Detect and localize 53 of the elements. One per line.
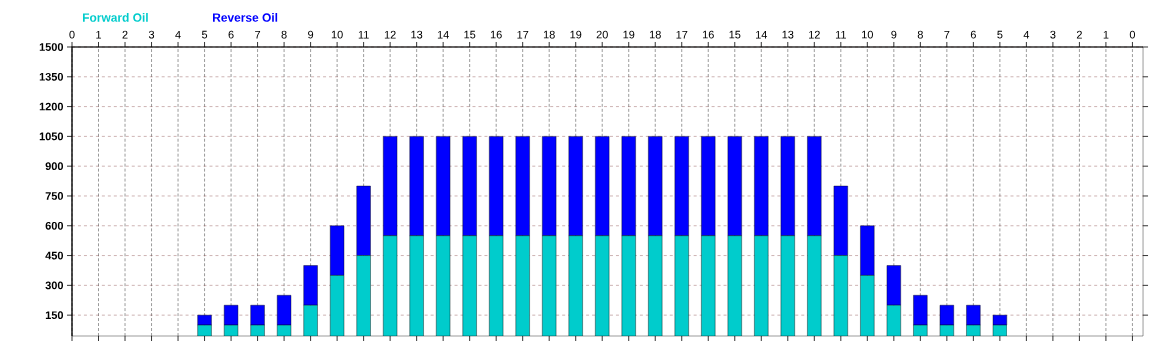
y-tick-label: 1350 [39, 72, 64, 81]
x-tick-label: 6 [970, 30, 976, 39]
x-tick-label: 16 [490, 30, 502, 39]
x-tick-label: 8 [281, 30, 287, 39]
x-tick-label: 20 [596, 30, 608, 39]
x-tick-label: 7 [944, 30, 950, 39]
x-tick-label: 16 [702, 30, 714, 39]
x-tick-label: 2 [1076, 30, 1082, 39]
y-tick-label: 1500 [39, 43, 64, 51]
text: Reverse Oil [213, 13, 278, 22]
x-tick-label: 11 [835, 30, 846, 39]
y-tick-label: 150 [45, 311, 64, 320]
x-tick-label: 10 [331, 30, 343, 39]
x-tick-label: 14 [437, 30, 449, 39]
x-tick-label: 8 [917, 30, 923, 39]
x-tick-label: 19 [570, 30, 582, 39]
x-tick-label: 15 [464, 30, 476, 39]
y-tick-label: 300 [45, 281, 64, 290]
x-tick-label: 9 [308, 30, 314, 39]
x-tick-label: 17 [517, 30, 529, 39]
y-tick-label: 1200 [39, 102, 64, 111]
x-tick-label: 5 [997, 30, 1003, 39]
x-tick-label: 3 [148, 30, 155, 39]
x-tick-label: 9 [891, 30, 897, 39]
x-tick-label: 13 [411, 30, 423, 39]
x-tick-label: 1 [96, 30, 102, 39]
x-tick-label: 12 [384, 30, 396, 39]
x-tick-label: 4 [175, 30, 181, 39]
x-tick-label: 2 [122, 30, 128, 39]
x-tick-label: 13 [782, 30, 794, 39]
text: Forward Oil [83, 13, 148, 22]
y-tick-label: 1050 [39, 132, 64, 141]
y-tick-label: 450 [45, 251, 64, 260]
x-tick-label: 15 [729, 30, 741, 39]
x-tick-label: 19 [623, 30, 635, 39]
x-tick-label: 11 [358, 30, 369, 39]
y-tick-label: 900 [45, 162, 64, 171]
x-tick-label: 0 [1129, 30, 1136, 39]
x-tick-label: 17 [676, 30, 688, 39]
x-tick-label: 7 [255, 30, 261, 39]
x-tick-label: 14 [756, 30, 768, 39]
x-tick-label: 10 [862, 30, 873, 39]
y-tick-label: 750 [45, 192, 64, 200]
x-tick-label: 18 [649, 30, 661, 39]
x-tick-label: 1 [1103, 30, 1109, 39]
x-tick-label: 6 [228, 30, 234, 39]
x-tick-label: 12 [809, 30, 820, 39]
x-tick-label: 5 [201, 30, 208, 39]
x-tick-label: 4 [1023, 30, 1030, 39]
x-tick-label: 0 [69, 30, 75, 39]
x-tick-label: 3 [1050, 30, 1056, 39]
x-tick-label: 18 [543, 30, 555, 39]
y-tick-label: 600 [45, 221, 64, 230]
